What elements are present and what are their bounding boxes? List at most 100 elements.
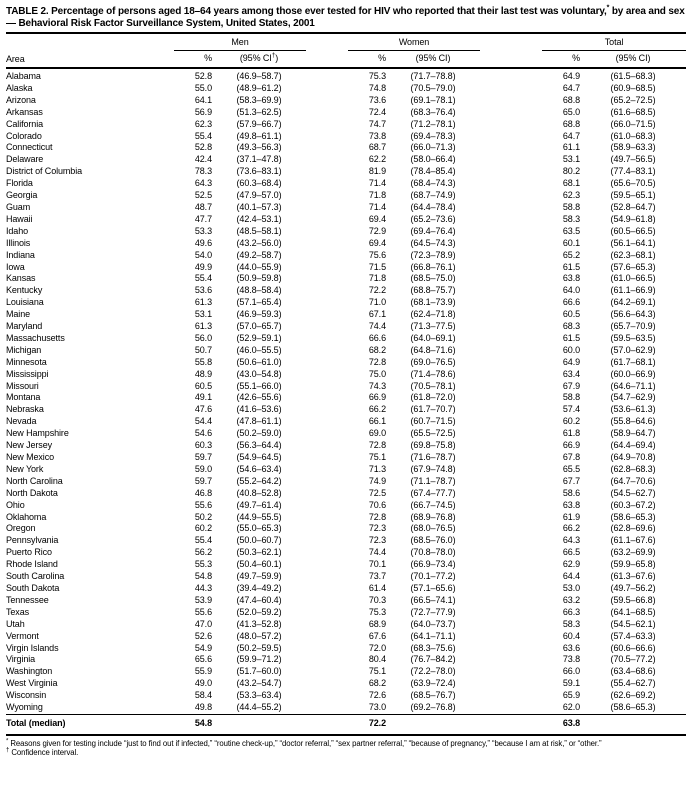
spacer-cell (306, 154, 348, 166)
men-ci-cell: (49.7–61.4) (236, 499, 282, 510)
spacer-cell (480, 83, 542, 95)
men-pct-cell: 54.8 (174, 713, 212, 736)
spacer-cell (480, 107, 542, 119)
total-pct-cell: 66.5 (562, 547, 581, 558)
total-ci-cell (580, 713, 687, 736)
spacer-cell (306, 166, 348, 178)
women-ci-cell: (72.7–77.9) (410, 606, 456, 617)
spacer-cell (306, 523, 348, 535)
women-pct-cell: 72.9 (368, 225, 386, 236)
spacer-cell (480, 178, 542, 190)
women-pct-cell: 69.4 (368, 237, 386, 248)
spacer-cell (306, 68, 348, 83)
table-title-footnote-marker: * (606, 4, 610, 12)
women-ci-cell: (67.9–74.8) (410, 463, 456, 474)
total-pct-cell: 73.8 (562, 654, 581, 665)
spacer-cell (306, 571, 348, 583)
total-pct-cell: 65.5 (562, 463, 581, 474)
area-cell: New Mexico (6, 452, 55, 462)
spacer-cell (480, 131, 542, 143)
total-ci-cell: (59.5–65.1) (610, 190, 656, 201)
spacer-cell (306, 202, 348, 214)
men-pct-cell: 49.0 (194, 678, 212, 689)
total-ci-cell: (57.0–62.9) (610, 344, 656, 355)
women-pct-cell: 80.4 (368, 654, 386, 665)
men-ci-cell: (49.2–58.7) (236, 249, 282, 260)
total-ci-cell: (59.5–66.8) (610, 594, 656, 605)
women-pct-cell: 72.5 (368, 487, 386, 498)
footnote-ci: † Confidence interval. (6, 748, 686, 758)
spacer-cell (480, 369, 542, 381)
women-pct-cell: 72.8 (368, 440, 386, 451)
group-spacer (480, 33, 542, 51)
women-pct-cell: 66.6 (368, 332, 386, 343)
table-title-text-cont: by area and sex — Behavioral Risk Factor… (6, 6, 685, 29)
spacer-cell (480, 238, 542, 250)
men-pct-cell: 55.4 (194, 273, 212, 284)
area-cell: Louisiana (6, 297, 44, 308)
men-pct-cell: 47.0 (194, 618, 212, 629)
total-ci-cell: (49.7–56.5) (610, 154, 656, 165)
table-row: Alabama 52.8 (46.9–58.7) 75.3 (71.7–78.8) 64.… (6, 68, 686, 83)
men-pct-cell: 59.7 (194, 475, 212, 486)
women-pct-cell: 72.0 (368, 642, 386, 653)
spacer-cell (306, 690, 348, 702)
men-ci-cell: (49.7–59.9) (236, 571, 282, 582)
women-group-header: Women (348, 33, 481, 51)
spacer-cell (306, 142, 348, 154)
men-pct-cell: 55.8 (194, 356, 212, 367)
table-row: District of Columbia 78.3 (73.6–83.1) 81.9 (… (6, 166, 686, 178)
area-cell: Pennsylvania (6, 535, 59, 546)
total-pct-cell: 63.5 (562, 225, 581, 236)
men-ci-cell (212, 713, 306, 736)
ci-header-text: (95% CI (415, 53, 448, 63)
spacer-cell (480, 440, 542, 452)
area-cell: Tennessee (6, 594, 49, 605)
women-ci-cell: (66.8–76.1) (410, 261, 456, 272)
men-pct-cell: 47.6 (194, 404, 212, 415)
table-row: Washington 55.9 (51.7–60.0) 75.1 (72.2–78.0)… (6, 666, 686, 678)
area-cell: North Carolina (6, 475, 63, 486)
men-pct-cell: 47.7 (194, 213, 212, 224)
women-pct-cell: 67.1 (368, 309, 386, 320)
women-ci-cell: (68.0–76.5) (410, 523, 456, 534)
total-ci-cell: (60.9–68.5) (610, 82, 656, 93)
table-title-text: TABLE 2. Percentage of persons aged 18–6… (6, 6, 607, 17)
spacer-cell (480, 619, 542, 631)
men-ci-cell: (42.6–55.6) (236, 392, 282, 403)
area-cell: New York (6, 463, 44, 474)
total-ci-cell: (61.0–68.3) (610, 130, 656, 141)
spacer-cell (480, 488, 542, 500)
men-ci-cell: (58.3–69.9) (236, 94, 282, 105)
women-pct-cell: 72.2 (348, 713, 386, 736)
total-ci-cell: (54.7–62.9) (610, 392, 656, 403)
women-ci-cell: (66.0–71.3) (410, 142, 456, 153)
women-ci-cell: (64.0–69.1) (410, 332, 456, 343)
table-row: Rhode Island 55.3 (50.4–60.1) 70.1 (66.9–73.… (6, 559, 686, 571)
women-ci-cell: (68.8–75.7) (410, 285, 456, 296)
group-spacer (306, 50, 348, 69)
men-pct-cell: 56.0 (194, 332, 212, 343)
men-pct-cell: 62.3 (194, 118, 212, 129)
area-cell: New Jersey (6, 440, 53, 451)
women-pct-cell: 74.4 (368, 547, 386, 558)
men-ci-cell: (50.3–62.1) (236, 547, 282, 558)
women-pct-cell: 75.0 (368, 368, 386, 379)
spacer-cell (480, 202, 542, 214)
total-pct-cell: 63.4 (562, 368, 581, 379)
women-pct-cell: 74.3 (368, 380, 386, 391)
area-cell: Guam (6, 201, 31, 212)
table-row: North Dakota 46.8 (40.8–52.8) 72.5 (67.4–77.… (6, 488, 686, 500)
total-ci-cell: (65.7–70.9) (610, 321, 656, 332)
table-row: Delaware 42.4 (37.1–47.8) 62.2 (58.0–66.4) 53… (6, 154, 686, 166)
women-ci-cell: (62.4–71.8) (410, 309, 456, 320)
total-pct-cell: 65.9 (562, 690, 581, 701)
total-ci-cell: (62.8–69.6) (610, 523, 656, 534)
total-ci-cell: (54.5–62.1) (610, 618, 656, 629)
women-pct-cell: 68.2 (368, 344, 386, 355)
total-ci-cell: (56.1–64.1) (610, 237, 656, 248)
women-pct-cell: 72.3 (368, 535, 386, 546)
spacer-cell (306, 440, 348, 452)
women-pct-cell: 66.2 (368, 404, 386, 415)
spacer-cell (306, 392, 348, 404)
